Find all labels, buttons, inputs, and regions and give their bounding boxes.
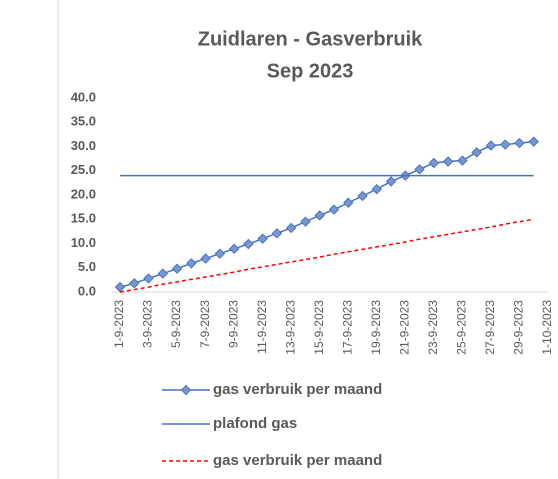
x-tick-label: 1-10-2023 <box>540 300 554 355</box>
y-tick-label: 0.0 <box>78 283 96 298</box>
legend-marker <box>180 384 192 396</box>
data-point <box>271 228 283 239</box>
x-tick-label: 15-9-2023 <box>312 300 326 355</box>
data-point <box>485 140 497 151</box>
data-point <box>414 164 425 175</box>
data-point <box>428 157 440 169</box>
x-tick-label: 9-9-2023 <box>226 300 240 348</box>
data-point <box>457 155 468 166</box>
x-tick-label: 11-9-2023 <box>255 300 269 354</box>
data-point <box>129 278 140 289</box>
data-point <box>442 156 454 167</box>
series-line <box>119 218 534 293</box>
data-point <box>471 147 482 158</box>
data-point <box>171 263 183 274</box>
y-tick-label: 30.0 <box>71 138 96 153</box>
x-tick-label: 21-9-2023 <box>398 300 412 355</box>
legend-label: gas verbruik per maand <box>213 381 382 398</box>
data-point <box>257 233 268 244</box>
legend-label: gas verbruik per maand <box>213 452 382 469</box>
data-point <box>357 190 368 202</box>
data-point <box>228 243 240 255</box>
data-point <box>343 197 354 208</box>
data-point <box>314 210 325 221</box>
data-point <box>157 268 169 279</box>
x-tick-label: 3-9-2023 <box>141 300 155 348</box>
y-tick-label: 35.0 <box>71 114 96 129</box>
x-tick-label: 25-9-2023 <box>455 300 469 355</box>
x-tick-label: 1-9-2023 <box>112 300 126 348</box>
y-tick-label: 10.0 <box>71 235 96 250</box>
y-tick-label: 20.0 <box>71 186 96 201</box>
x-tick-label: 23-9-2023 <box>426 300 440 355</box>
chart-title: Zuidlaren - Gasverbruik <box>198 28 423 50</box>
data-point <box>371 183 383 195</box>
x-tick-label: 13-9-2023 <box>283 300 297 355</box>
data-point <box>243 238 254 250</box>
y-tick-label: 5.0 <box>78 259 96 274</box>
x-tick-label: 7-9-2023 <box>198 300 212 348</box>
data-point <box>214 248 226 259</box>
data-point <box>328 204 340 215</box>
y-tick-label: 40.0 <box>71 89 96 104</box>
legend-label: plafond gas <box>213 415 297 432</box>
chart-subtitle: Sep 2023 <box>267 60 354 82</box>
data-point <box>385 176 397 187</box>
y-tick-label: 25.0 <box>71 162 96 177</box>
data-point <box>285 222 297 234</box>
x-tick-label: 19-9-2023 <box>369 300 383 355</box>
data-point <box>514 137 525 149</box>
x-tick-label: 17-9-2023 <box>340 300 354 355</box>
data-point <box>200 253 211 264</box>
x-tick-label: 27-9-2023 <box>483 300 497 355</box>
y-tick-label: 15.0 <box>71 211 96 226</box>
data-point <box>143 273 154 284</box>
x-tick-label: 5-9-2023 <box>169 300 183 348</box>
x-tick-label: 29-9-2023 <box>512 300 526 355</box>
data-point <box>499 139 511 150</box>
data-point <box>186 258 197 269</box>
data-point <box>300 216 311 227</box>
data-point <box>528 136 539 147</box>
